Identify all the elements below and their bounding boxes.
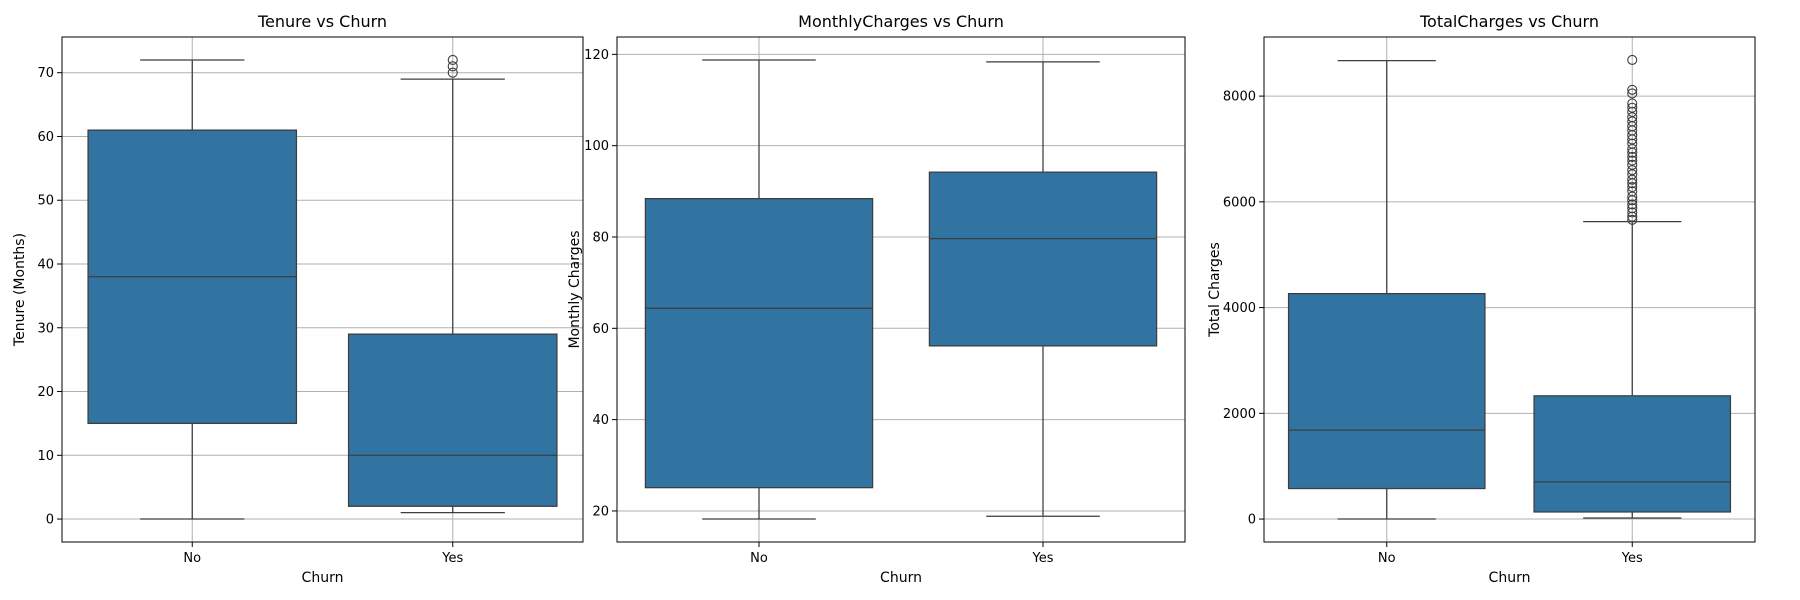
y-tick-label: 50 bbox=[37, 194, 54, 209]
x-tick-label: No bbox=[1378, 551, 1396, 566]
box-yes bbox=[347, 54, 558, 514]
y-tick-label: 60 bbox=[592, 322, 609, 337]
iqr-box bbox=[347, 333, 558, 507]
outlier-point bbox=[1627, 155, 1638, 166]
outlier-point bbox=[1627, 84, 1638, 95]
y-tick-label: 80 bbox=[592, 230, 609, 245]
box-no bbox=[1287, 59, 1486, 520]
outlier-point bbox=[1627, 159, 1638, 170]
outlier-point bbox=[1627, 151, 1638, 162]
y-axis-label: Total Charges bbox=[1207, 242, 1223, 338]
outlier-point bbox=[1627, 181, 1638, 193]
y-tick-label: 30 bbox=[37, 321, 54, 336]
chart-panel-2: 20 40 60 80 100 120 No Yes MonthlyCharges vs Chu… bbox=[567, 12, 1186, 586]
box-yes bbox=[928, 61, 1158, 517]
y-tick-label: 40 bbox=[37, 257, 54, 272]
y-axis-label: Monthly Charges bbox=[567, 230, 583, 348]
outlier-point bbox=[1627, 54, 1638, 65]
y-tick-label: 20 bbox=[592, 504, 609, 519]
y-tick-label: 120 bbox=[584, 48, 609, 63]
iqr-box bbox=[1287, 292, 1486, 490]
outlier-point bbox=[1627, 207, 1638, 218]
x-axis-label: Churn bbox=[302, 570, 344, 586]
outlier-point bbox=[1627, 102, 1638, 113]
plot-frame bbox=[1263, 36, 1756, 543]
x-tick-label: Yes bbox=[441, 551, 463, 566]
chart-panel-1: 0 10 20 30 40 50 60 70 No Yes Tenure vs Churn Churn… bbox=[12, 12, 584, 586]
y-tick-label: 70 bbox=[37, 66, 54, 81]
x-axis-label: Churn bbox=[880, 570, 922, 586]
chart-title: TotalCharges vs Churn bbox=[1419, 12, 1599, 31]
y-tick-label: 0 bbox=[1248, 513, 1256, 528]
y-tick-label: 4000 bbox=[1223, 301, 1256, 316]
y-tick-label: 60 bbox=[37, 130, 54, 145]
y-tick-label: 0 bbox=[46, 513, 54, 528]
outlier-point bbox=[1627, 203, 1638, 214]
x-tick-label: Yes bbox=[1621, 551, 1643, 566]
x-tick-label: No bbox=[183, 551, 201, 566]
y-tick-label: 40 bbox=[592, 413, 609, 428]
iqr-box bbox=[928, 171, 1158, 347]
chart-title: Tenure vs Churn bbox=[257, 12, 387, 31]
x-tick-label: No bbox=[750, 551, 768, 566]
outlier-point bbox=[1627, 98, 1638, 109]
y-tick-label: 6000 bbox=[1223, 195, 1256, 210]
plot-frame bbox=[61, 36, 584, 543]
outlier-point bbox=[1627, 214, 1638, 225]
outlier-point bbox=[1627, 199, 1638, 210]
outlier-point bbox=[447, 54, 458, 66]
chart-title: MonthlyCharges vs Churn bbox=[798, 12, 1004, 31]
y-tick-label: 2000 bbox=[1223, 407, 1256, 422]
y-axis-label: Tenure (Months) bbox=[12, 233, 28, 347]
iqr-box bbox=[644, 198, 874, 489]
plot-frame bbox=[616, 36, 1186, 543]
outlier-point bbox=[447, 61, 458, 72]
box-no bbox=[87, 59, 298, 520]
y-tick-label: 8000 bbox=[1223, 90, 1256, 105]
x-tick-label: Yes bbox=[1032, 551, 1054, 566]
y-tick-label: 20 bbox=[37, 385, 54, 400]
outlier-point bbox=[447, 67, 458, 78]
y-tick-label: 100 bbox=[584, 139, 609, 154]
outlier-point bbox=[1627, 186, 1638, 197]
outlier-point bbox=[1627, 88, 1638, 99]
y-tick-label: 10 bbox=[37, 449, 54, 464]
chart-panel-3: 0 2000 4000 6000 8000 No Yes TotalCharges vs Ch… bbox=[1207, 12, 1756, 586]
x-axis-label: Churn bbox=[1489, 570, 1531, 586]
iqr-box bbox=[1533, 395, 1732, 513]
box-yes bbox=[1533, 54, 1732, 519]
box-no bbox=[644, 59, 874, 520]
